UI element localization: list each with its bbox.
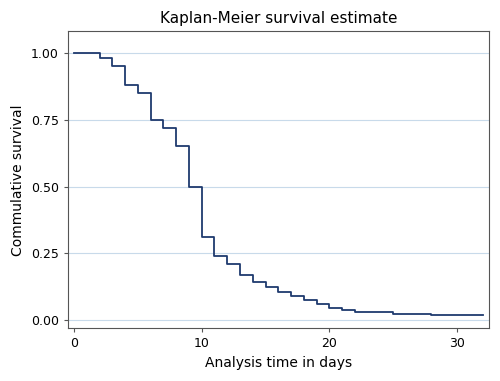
X-axis label: Analysis time in days: Analysis time in days	[204, 356, 352, 370]
Title: Kaplan-Meier survival estimate: Kaplan-Meier survival estimate	[160, 11, 397, 26]
Y-axis label: Commulative survival: Commulative survival	[11, 104, 25, 256]
